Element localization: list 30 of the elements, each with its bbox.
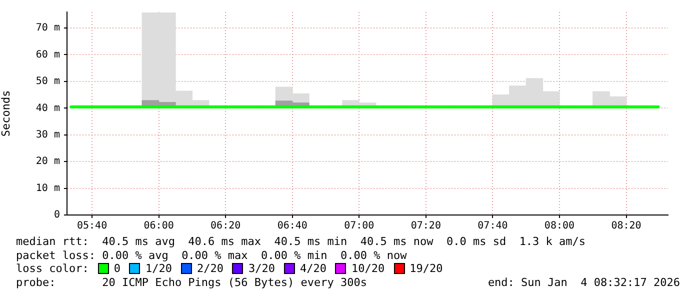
y-tick-label: 0 — [54, 210, 60, 221]
y-tick-label: 10 m — [36, 182, 60, 194]
x-tick-label: 06:40 — [277, 220, 308, 232]
text: end: Sun Jan 4 08:32:17 2026 — [488, 276, 680, 289]
x-tick-label: 08:20 — [611, 220, 642, 232]
legend-label: 1/20 — [145, 262, 172, 275]
x-tick-label: 06:20 — [210, 220, 241, 232]
text: probe: 20 ICMP Echo Pings (56 Bytes) every 300s — [16, 276, 367, 289]
y-tick-label: 20 m — [36, 156, 60, 168]
text: packet loss: 0.00 % avg 0.00 % max 0.00 % min 0.00 % now — [16, 249, 407, 262]
y-tick-label: 30 m — [36, 129, 60, 140]
legend-label: 10/20 — [351, 262, 385, 275]
legend-label: 19/20 — [410, 262, 443, 275]
legend-title: loss color: — [16, 262, 89, 275]
legend-label: 0 — [114, 262, 120, 275]
x-tick-label: 07:40 — [478, 220, 508, 232]
y-tick-label: 50 m — [36, 76, 60, 88]
x-tick-label: 05:40 — [76, 220, 108, 232]
x-tick-label: 08:00 — [544, 220, 575, 232]
x-tick-label: 07:20 — [410, 220, 441, 232]
x-tick-label: 06:00 — [144, 220, 174, 232]
legend-label: 2/20 — [196, 262, 224, 275]
y-axis-title: Seconds — [0, 90, 12, 137]
y-tick-label: 70 m — [36, 22, 60, 34]
x-tick-label: 07:00 — [344, 220, 374, 232]
text: median rtt: 40.5 ms avg 40.6 ms max 40.5 ms min 40.5 ms now 0.0 ms sd 1.3 k am/s — [16, 235, 586, 248]
legend-label: 3/20 — [248, 262, 275, 275]
y-tick-label: 40 m — [36, 102, 60, 114]
y-tick-label: 60 m — [36, 49, 60, 60]
legend-label: 4/20 — [300, 262, 326, 275]
